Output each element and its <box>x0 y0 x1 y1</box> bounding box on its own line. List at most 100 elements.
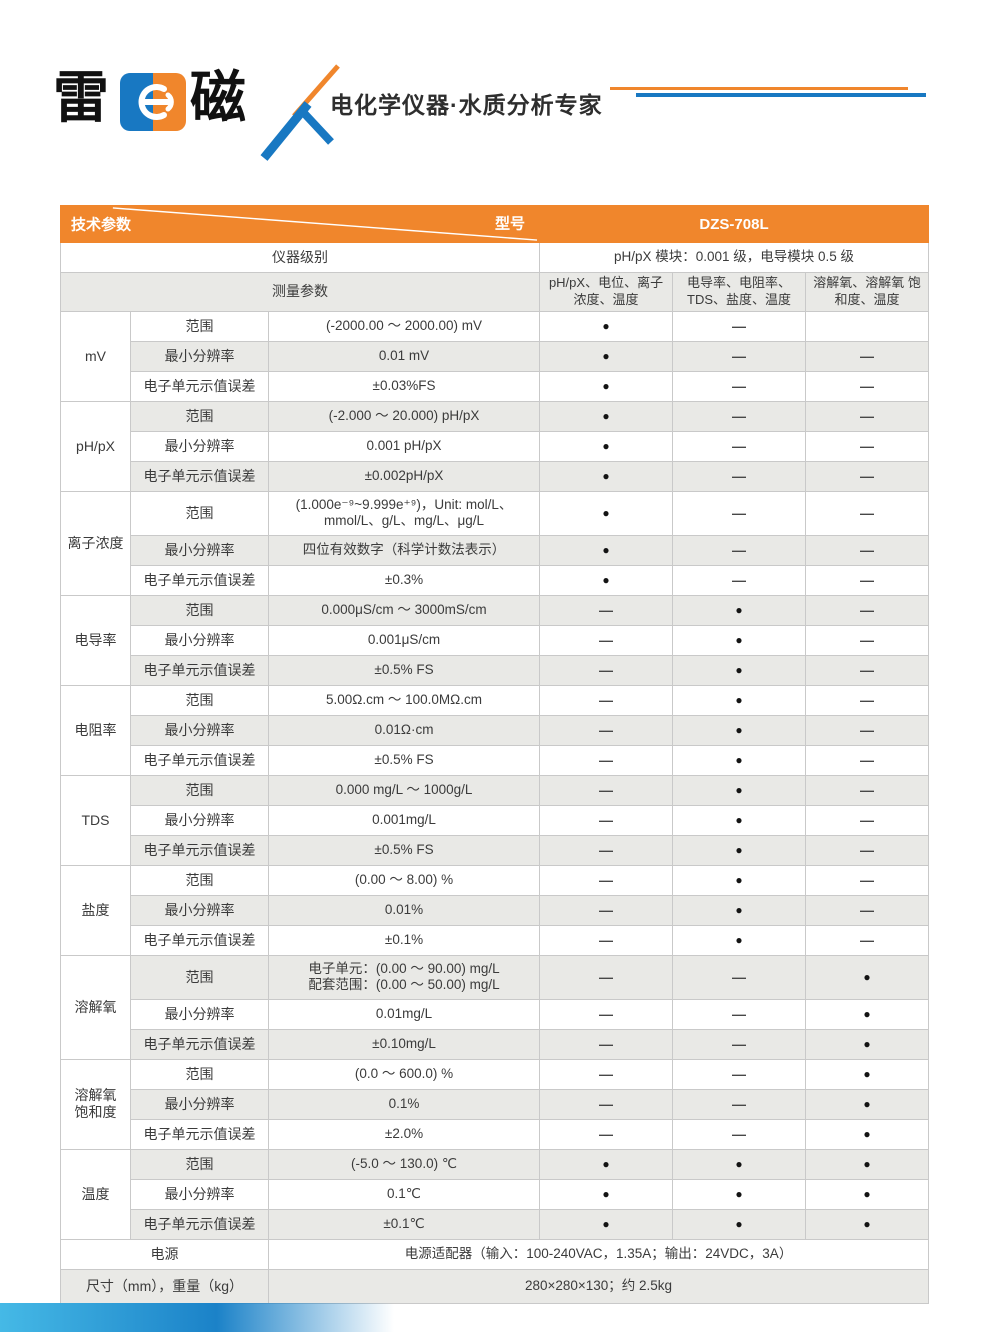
row-label: 电子单元示值误差 <box>130 564 269 596</box>
row-value: ±0.10mg/L <box>267 1028 541 1060</box>
spec-row: 最小分辨率 0.1% — — ● <box>61 1088 930 1120</box>
dash-mark: — <box>672 998 807 1030</box>
dash-mark: — <box>539 954 674 1000</box>
spec-row: 电子单元示值误差 ±0.5% FS — ● — <box>61 834 930 866</box>
dash-mark: — <box>672 310 807 342</box>
dash-mark: — <box>539 998 674 1030</box>
dash-mark: — <box>539 864 674 896</box>
power-label: 电源 <box>60 1238 269 1270</box>
x-mark-icon <box>260 64 340 161</box>
row-label: 最小分辨率 <box>130 534 269 566</box>
instrument-level-value: pH/pX 模块：0.001 级，电导模块 0.5 级 <box>539 242 930 273</box>
dash-mark: — <box>539 1118 674 1150</box>
power-row: 电源 电源适配器（输入：100-240VAC，1.35A；输出：24VDC，3A） <box>60 1238 930 1270</box>
dash-mark: — <box>539 684 674 716</box>
spec-row: 电阻率 范围 5.00Ω.cm ～ 100.0MΩ.cm — ● — <box>60 684 930 776</box>
dot-mark: ● <box>805 1088 930 1120</box>
dash-mark: — <box>539 594 674 626</box>
dot-mark: ● <box>672 834 807 866</box>
dot-mark: ● <box>672 744 807 776</box>
row-label: 范围 <box>130 310 269 342</box>
measure-params-col-3: 溶解氧、溶解氧 饱和度、温度 <box>805 272 930 312</box>
dot-mark: ● <box>805 998 930 1030</box>
spec-row: 溶解氧 饱和度 范围 (0.0 ～ 600.0) % — — ● <box>60 1058 930 1150</box>
dot-mark: ● <box>539 430 674 462</box>
row-value: 5.00Ω.cm ～ 100.0MΩ.cm <box>267 684 541 716</box>
row-value: ±0.002pH/pX <box>267 460 541 492</box>
row-value: ±0.03%FS <box>267 370 541 402</box>
row-label: 范围 <box>130 1148 269 1180</box>
row-label: 范围 <box>130 864 269 896</box>
dot-mark: ● <box>805 1118 930 1150</box>
dot-mark: ● <box>805 1178 930 1210</box>
row-label: 范围 <box>130 684 269 716</box>
spec-table: 技术参数 型号 DZS-708L 仪器级别 pH/pX 模块：0.001 级，电导… <box>59 205 930 1304</box>
dash-mark: — <box>805 624 930 656</box>
dot-mark: ● <box>672 654 807 686</box>
row-value: 0.01Ω·cm <box>267 714 541 746</box>
spec-row: 温度 范围 (-5.0 ～ 130.0) ℃ ● ● ● <box>60 1148 930 1240</box>
dash-mark: — <box>672 564 807 596</box>
dash-mark: — <box>805 430 930 462</box>
decor-line-orange <box>610 87 908 90</box>
row-label: 电子单元示值误差 <box>130 834 269 866</box>
spec-table-body: 仪器级别 pH/pX 模块：0.001 级，电导模块 0.5 级测量参数 pH/pX… <box>59 242 930 1304</box>
spec-row: 电子单元示值误差 ±0.5% FS — ● — <box>61 744 930 776</box>
dot-mark: ● <box>672 714 807 746</box>
dash-mark: — <box>805 774 930 806</box>
group-label: 电导率 <box>60 594 131 686</box>
row-label: 电子单元示值误差 <box>130 1208 269 1240</box>
leici-emblem-icon <box>120 73 186 131</box>
row-value: ±0.3% <box>267 564 541 596</box>
dash-mark: — <box>805 714 930 746</box>
row-label: 电子单元示值误差 <box>130 460 269 492</box>
row-label: 范围 <box>130 490 269 536</box>
spec-row: 最小分辨率 0.01 mV ● — — <box>61 340 930 372</box>
row-label: 最小分辨率 <box>130 340 269 372</box>
dash-mark: — <box>672 430 807 462</box>
spec-row: 最小分辨率 四位有效数字（科学计数法表示） ● — — <box>61 534 930 566</box>
row-label: 范围 <box>130 774 269 806</box>
row-value: 0.1% <box>267 1088 541 1120</box>
row-value: 0.1℃ <box>267 1178 541 1210</box>
row-value: (0.0 ～ 600.0) % <box>267 1058 541 1090</box>
dot-mark: ● <box>672 1148 807 1180</box>
instrument-level-label: 仪器级别 <box>59 242 541 273</box>
size-weight-row: 尺寸（mm），重量（kg） 280×280×130；约 2.5kg <box>60 1268 930 1304</box>
dash-mark: — <box>805 564 930 596</box>
dot-mark: ● <box>539 1178 674 1210</box>
measure-params-label: 测量参数 <box>59 272 541 312</box>
dash-mark: — <box>805 460 930 492</box>
row-value: 0.001 pH/pX <box>267 430 541 462</box>
dash-mark: — <box>805 894 930 926</box>
dot-mark: ● <box>539 400 674 432</box>
spec-row: 溶解氧 范围 电子单元：(0.00 ～ 90.00) mg/L 配套范围：(0.00… <box>60 954 930 1060</box>
row-value: ±0.5% FS <box>267 834 541 866</box>
dash-mark: — <box>672 1118 807 1150</box>
row-value: 0.000 mg/L ～ 1000g/L <box>267 774 541 806</box>
row-label: 最小分辨率 <box>130 804 269 836</box>
dot-mark: ● <box>539 1148 674 1180</box>
header-diagonal-line <box>112 207 538 241</box>
spec-row: 最小分辨率 0.001mg/L — ● — <box>61 804 930 836</box>
spec-row: 离子浓度 范围 (1.000e⁻⁹~9.999e⁺⁹)，Unit: mol/L、 m… <box>60 490 930 596</box>
spec-row: 最小分辨率 0.001 pH/pX ● — — <box>61 430 930 462</box>
measure-params-col-2: 电导率、电阻率、 TDS、盐度、温度 <box>672 272 807 312</box>
dot-mark: ● <box>672 864 807 896</box>
dash-mark: — <box>539 774 674 806</box>
dot-mark: ● <box>539 1208 674 1240</box>
row-label: 范围 <box>130 1058 269 1090</box>
row-value: (0.00 ～ 8.00) % <box>267 864 541 896</box>
spec-row: 最小分辨率 0.01mg/L — — ● <box>61 998 930 1030</box>
dash-mark: — <box>539 924 674 956</box>
row-value: (1.000e⁻⁹~9.999e⁺⁹)，Unit: mol/L、 mmol/L、… <box>267 490 541 536</box>
dash-mark: — <box>805 400 930 432</box>
empty-mark <box>805 310 930 342</box>
dot-mark: ● <box>672 804 807 836</box>
row-label: 电子单元示值误差 <box>130 1118 269 1150</box>
group-label: 盐度 <box>60 864 131 956</box>
row-label: 电子单元示值误差 <box>130 744 269 776</box>
row-value: 0.01mg/L <box>267 998 541 1030</box>
dot-mark: ● <box>672 774 807 806</box>
dash-mark: — <box>805 924 930 956</box>
